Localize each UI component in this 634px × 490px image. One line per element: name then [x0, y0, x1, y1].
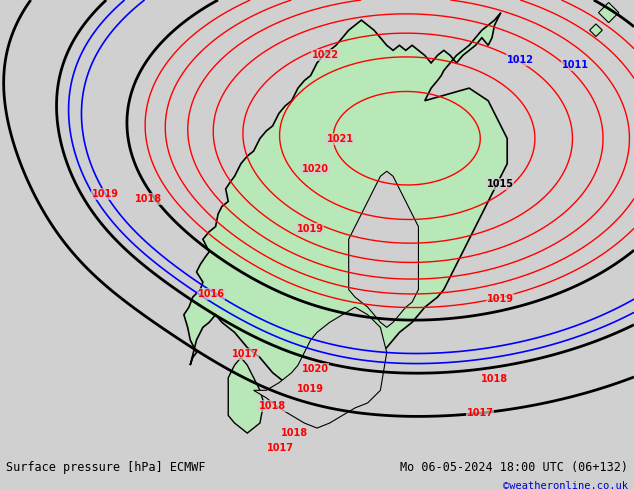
Text: 1020: 1020: [302, 364, 328, 373]
Polygon shape: [254, 307, 387, 428]
Text: 1015: 1015: [486, 179, 514, 189]
Text: 1019: 1019: [91, 189, 119, 199]
Polygon shape: [184, 13, 507, 416]
Text: 1017: 1017: [231, 348, 259, 359]
Text: 1018: 1018: [259, 401, 285, 412]
Text: Surface pressure [hPa] ECMWF: Surface pressure [hPa] ECMWF: [6, 461, 206, 474]
Text: Mo 06-05-2024 18:00 UTC (06+132): Mo 06-05-2024 18:00 UTC (06+132): [399, 461, 628, 474]
Text: 1018: 1018: [134, 194, 162, 204]
Polygon shape: [228, 358, 264, 433]
Text: 1011: 1011: [562, 60, 588, 70]
Text: 1019: 1019: [297, 224, 323, 234]
Text: 1016: 1016: [198, 289, 224, 299]
Text: 1018: 1018: [281, 428, 309, 439]
Text: 1018: 1018: [481, 373, 508, 384]
Polygon shape: [598, 2, 619, 23]
Text: 1012: 1012: [507, 55, 533, 65]
Text: 1017: 1017: [467, 408, 493, 418]
Text: 1019: 1019: [297, 384, 323, 393]
Text: 1020: 1020: [302, 164, 328, 174]
Polygon shape: [349, 171, 418, 327]
Text: 1019: 1019: [486, 294, 514, 304]
Text: 1022: 1022: [311, 50, 339, 60]
Polygon shape: [590, 24, 602, 37]
Text: ©weatheronline.co.uk: ©weatheronline.co.uk: [503, 481, 628, 490]
Text: 1021: 1021: [327, 134, 354, 145]
Text: 1017: 1017: [266, 443, 294, 453]
